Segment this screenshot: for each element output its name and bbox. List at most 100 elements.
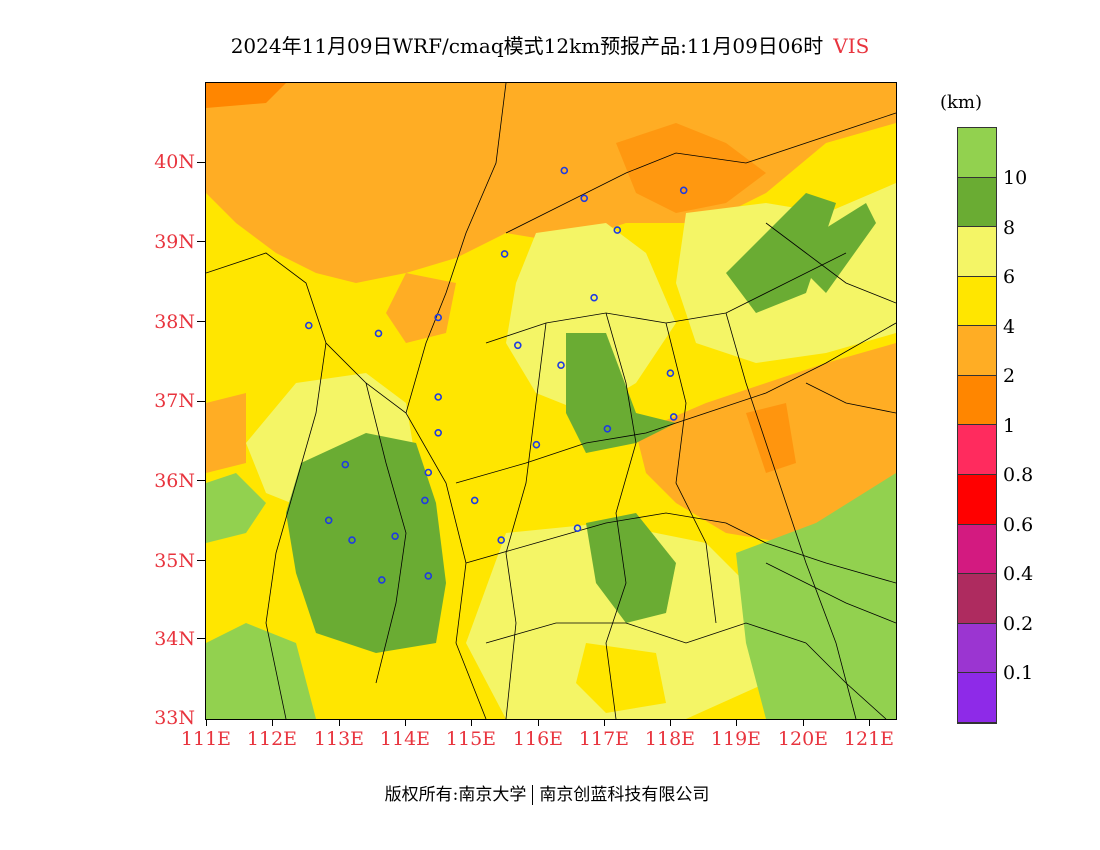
legend-label-0-2: 0.2 — [1003, 613, 1034, 635]
lat-label-38n: 38N — [154, 311, 195, 333]
copyright-owner: 版权所有:南京大学 — [384, 785, 527, 805]
lon-tick — [803, 718, 804, 726]
lon-tick — [736, 718, 737, 726]
station-marker-icon — [666, 369, 675, 378]
station-marker-icon — [497, 536, 506, 544]
dark-orange-corner — [206, 83, 286, 108]
station-marker-icon — [391, 532, 399, 541]
legend-label-0-1: 0.1 — [1003, 662, 1034, 684]
yellow-patch-south — [576, 643, 666, 713]
chart-title: 2024年11月09日WRF/cmaq模式12km预报产品:11月09日06时 V… — [0, 30, 1100, 59]
dark-orange-patch — [616, 123, 766, 213]
legend-swatch — [958, 425, 996, 476]
lon-label-116e: 116E — [512, 728, 564, 750]
station-marker-icon — [580, 194, 589, 203]
lon-tick — [869, 718, 870, 726]
station-marker-icon — [573, 524, 582, 533]
station-marker-icon — [470, 496, 479, 505]
station-marker-icon — [341, 460, 350, 469]
green-region-jiangsu — [586, 513, 676, 623]
lat-label-34n: 34N — [154, 628, 195, 650]
legend-swatch — [958, 227, 996, 277]
lon-tick — [538, 718, 539, 726]
lon-label-112e: 112E — [246, 728, 298, 750]
station-marker-icon — [560, 166, 569, 175]
legend-label-0-8: 0.8 — [1003, 464, 1034, 486]
station-marker-icon — [424, 468, 433, 477]
lat-tick — [197, 560, 205, 561]
station-marker-icon — [374, 329, 383, 338]
station-markers — [305, 166, 688, 584]
lat-tick — [197, 241, 205, 242]
station-marker-icon — [590, 293, 598, 302]
legend-label-2: 2 — [1003, 365, 1016, 387]
lon-tick — [339, 718, 340, 726]
lat-tick — [197, 401, 205, 402]
orange-region-north — [206, 83, 896, 283]
lon-label-111e: 111E — [180, 728, 232, 750]
lat-label-39n: 39N — [154, 231, 195, 253]
lon-label-121e: 121E — [843, 728, 895, 750]
station-marker-icon — [532, 440, 541, 449]
lon-label-119e: 119E — [710, 728, 762, 750]
legend-label-1: 1 — [1003, 415, 1016, 437]
lon-tick — [471, 718, 472, 726]
title-main: 2024年11月09日WRF/cmaq模式12km预报产品:11月09日06时 — [230, 34, 824, 58]
green-region-henan — [286, 433, 446, 653]
light-green-region-southwest — [206, 623, 316, 719]
station-marker-icon — [434, 393, 442, 401]
lon-tick — [405, 718, 406, 726]
station-marker-icon — [434, 313, 442, 322]
lat-label-33n: 33N — [154, 707, 195, 729]
legend-swatch — [958, 475, 996, 525]
title-variable: VIS — [833, 34, 870, 58]
visibility-map[interactable] — [205, 82, 897, 720]
legend-swatch — [958, 673, 996, 723]
station-marker-icon — [557, 361, 565, 370]
legend-label-8: 8 — [1003, 217, 1016, 239]
lon-label-115e: 115E — [445, 728, 497, 750]
lat-label-36n: 36N — [154, 470, 195, 492]
legend-label-6: 6 — [1003, 266, 1016, 288]
legend-label-4: 4 — [1003, 316, 1016, 338]
station-marker-icon — [378, 576, 386, 584]
lon-label-118e: 118E — [644, 728, 696, 750]
orange-patch-taiyuan — [386, 273, 456, 343]
legend-label-0-6: 0.6 — [1003, 514, 1034, 536]
light-yellow-hebei — [506, 223, 676, 413]
lat-label-40n: 40N — [154, 151, 195, 173]
lon-tick — [206, 718, 207, 726]
copyright-company: 南京创蓝科技有限公司 — [532, 785, 710, 805]
station-marker-icon — [424, 572, 433, 580]
station-marker-icon — [348, 536, 356, 544]
legend-swatch — [958, 128, 996, 178]
lat-tick — [197, 638, 205, 639]
station-marker-icon — [513, 341, 522, 350]
station-marker-icon — [434, 428, 442, 437]
lon-label-117e: 117E — [578, 728, 630, 750]
station-marker-icon — [500, 250, 509, 258]
legend-swatch — [958, 375, 996, 426]
lat-tick — [197, 480, 205, 481]
green-region-sea-2 — [786, 203, 876, 293]
legend-swatch — [958, 326, 996, 376]
map-canvas — [206, 83, 896, 719]
legend-swatch — [958, 276, 996, 327]
lat-label-35n: 35N — [154, 550, 195, 572]
admin-boundaries — [206, 83, 896, 719]
orange-patch-west — [206, 393, 246, 473]
legend-swatch — [958, 177, 996, 228]
legend-label-10: 10 — [1003, 167, 1028, 189]
lat-tick — [197, 162, 205, 163]
station-marker-icon — [305, 321, 313, 330]
station-marker-icon — [613, 226, 622, 234]
station-marker-icon — [603, 424, 612, 433]
legend-swatch — [958, 524, 996, 575]
light-green-region-east — [736, 473, 896, 719]
station-marker-icon — [421, 496, 429, 505]
green-region-shandong — [566, 333, 676, 453]
green-region-sea — [726, 193, 836, 313]
lat-tick — [197, 321, 205, 322]
lon-tick — [670, 718, 671, 726]
station-marker-icon — [324, 516, 333, 525]
